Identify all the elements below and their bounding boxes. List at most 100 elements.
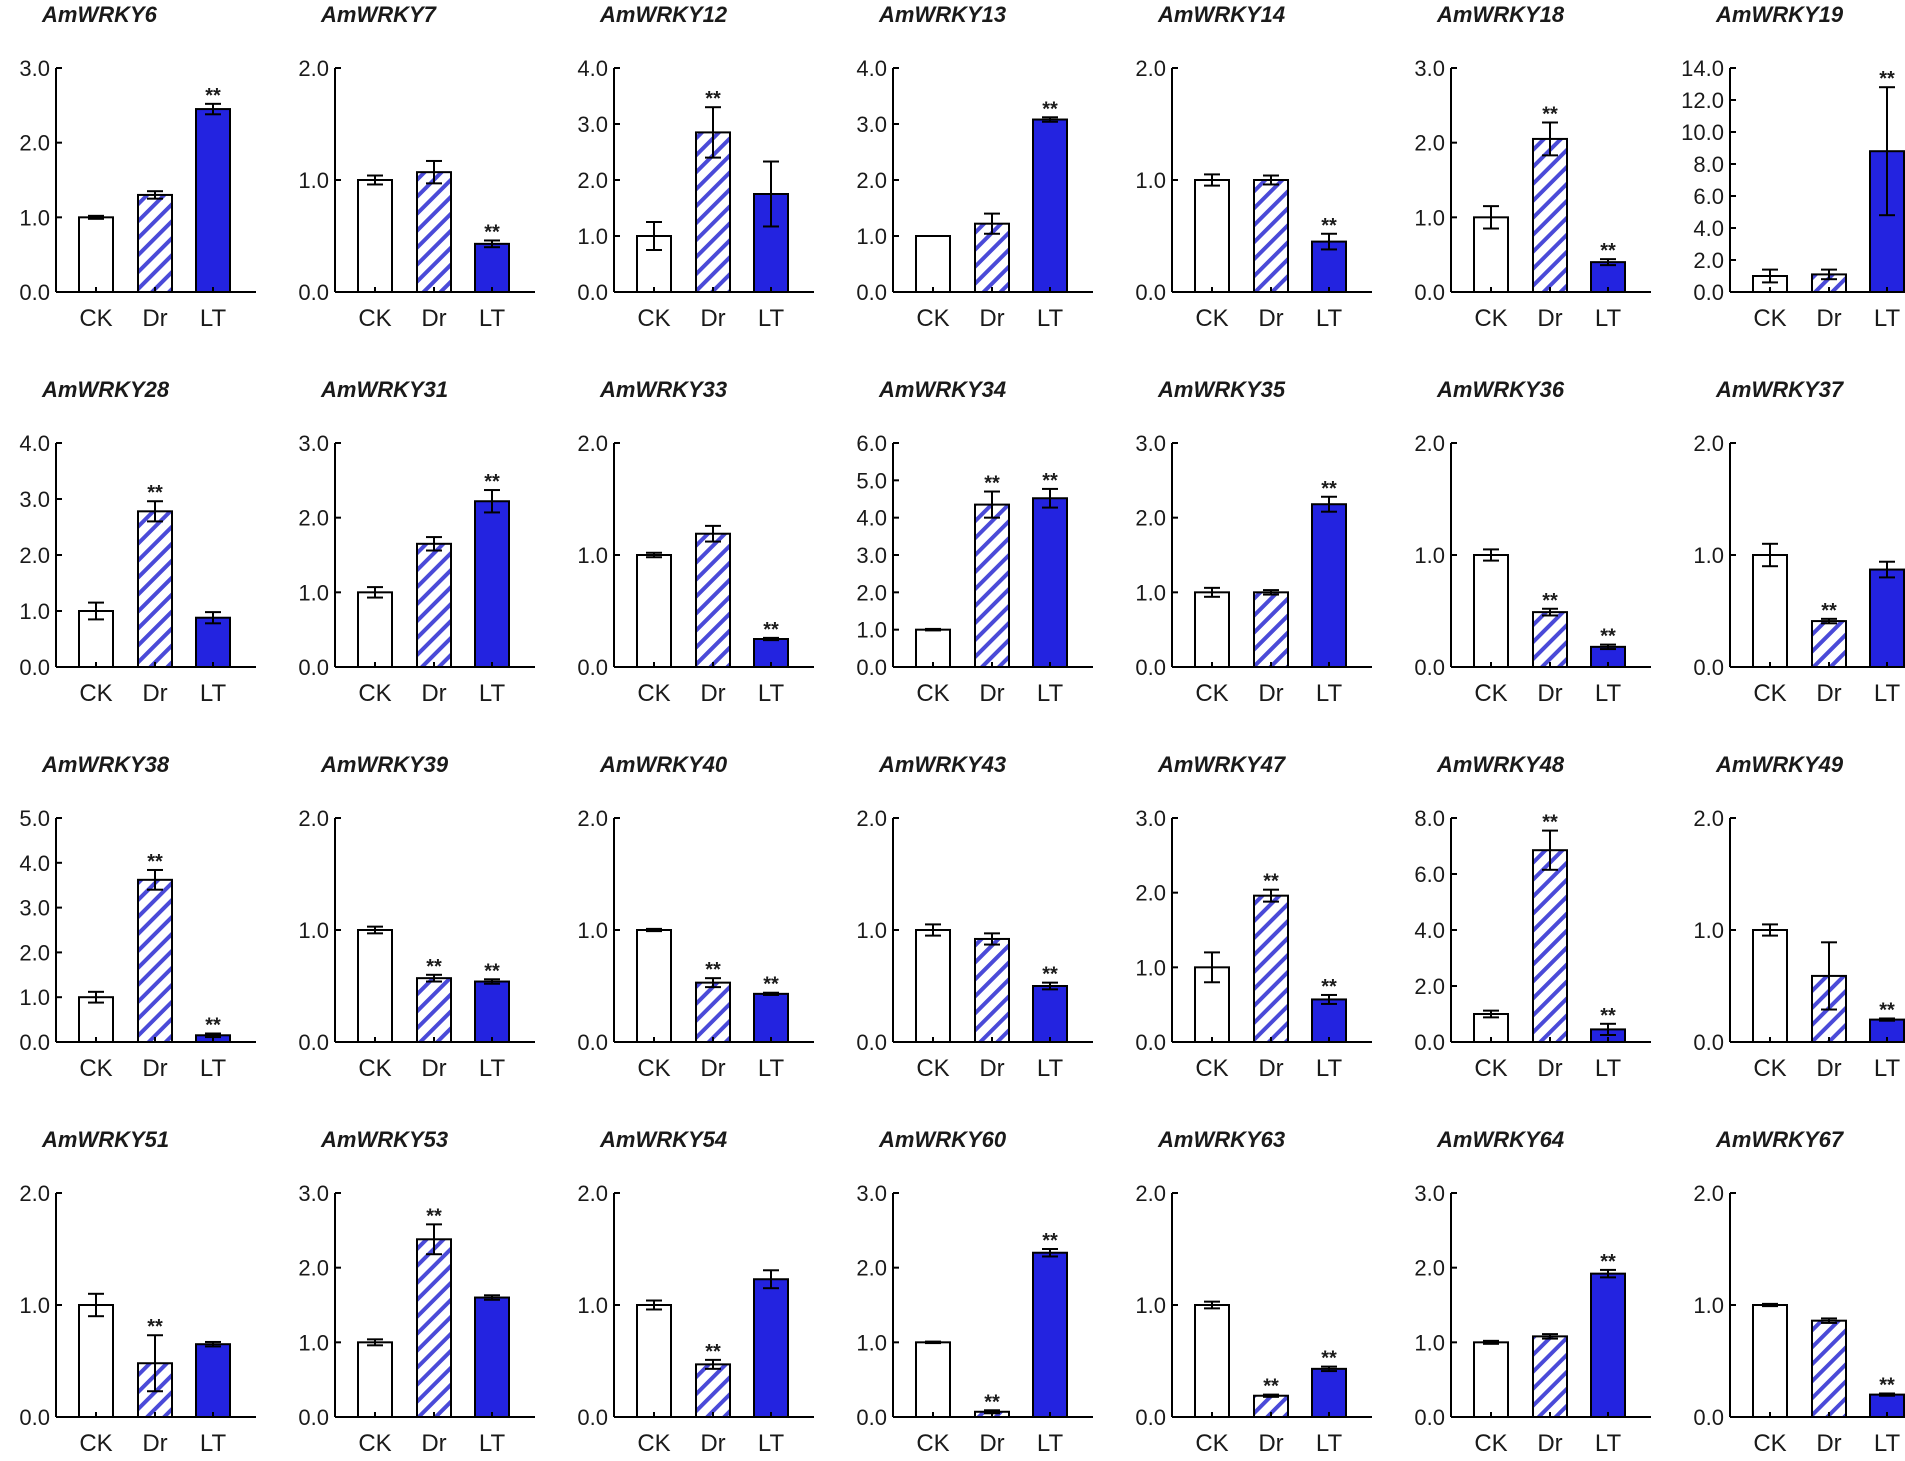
y-tick-label: 2.0 (577, 431, 608, 456)
y-tick-label: 8.0 (1693, 152, 1724, 177)
panel-amwrky63: AmWRKY63 0.0 1.0 2.0 CK ** Dr ** LT (1135, 1127, 1372, 1457)
panel-amwrky35: AmWRKY35 0.0 1.0 2.0 3.0 CK Dr ** LT (1135, 377, 1372, 707)
category-label: CK (79, 1055, 112, 1082)
y-tick-label: 0.0 (19, 280, 50, 305)
bar-lt (1032, 985, 1068, 1043)
y-tick-label: 1.0 (19, 985, 50, 1010)
category-label: LT (758, 305, 785, 332)
significance-label: ** (763, 974, 779, 996)
significance-label: ** (705, 88, 721, 110)
category-label: Dr (1537, 305, 1562, 332)
bar-ck (1194, 1304, 1230, 1418)
y-tick-label: 2.0 (577, 806, 608, 831)
y-tick-label: 1.0 (1693, 918, 1724, 943)
y-tick-label: 3.0 (1414, 56, 1445, 81)
significance-label: ** (984, 473, 1000, 495)
category-label: LT (1874, 1055, 1901, 1082)
y-tick-label: 4.0 (856, 56, 887, 81)
y-tick-label: 1.0 (298, 918, 329, 943)
category-label: CK (1195, 680, 1228, 707)
panel-title: AmWRKY49 (1715, 752, 1844, 777)
y-tick-label: 8.0 (1414, 806, 1445, 831)
panel-title: AmWRKY12 (599, 2, 728, 27)
bar-dr (137, 193, 173, 293)
y-tick-label: 2.0 (1135, 56, 1166, 81)
category-label: LT (479, 305, 506, 332)
y-tick-label: 1.0 (577, 543, 608, 568)
bar-lt (1590, 1272, 1626, 1419)
category-label: Dr (1258, 305, 1283, 332)
y-tick-label: 2.0 (19, 940, 50, 965)
category-label: Dr (1537, 1055, 1562, 1082)
y-tick-label: 2.0 (856, 580, 887, 605)
category-label: Dr (142, 680, 167, 707)
panel-title: AmWRKY64 (1436, 1127, 1564, 1152)
y-tick-label: 3.0 (856, 1181, 887, 1206)
y-tick-label: 3.0 (1135, 806, 1166, 831)
y-tick-label: 0.0 (298, 280, 329, 305)
significance-label: ** (484, 221, 500, 243)
bar-lt (474, 500, 510, 668)
category-label: Dr (700, 680, 725, 707)
y-tick-label: 3.0 (1414, 1181, 1445, 1206)
category-label: LT (200, 1430, 227, 1457)
y-tick-label: 6.0 (1414, 862, 1445, 887)
y-tick-label: 2.0 (1693, 248, 1724, 273)
category-label: Dr (1816, 1430, 1841, 1457)
bar-ck (915, 235, 951, 293)
significance-label: ** (1879, 999, 1895, 1021)
significance-label: ** (484, 471, 500, 493)
category-label: CK (358, 680, 391, 707)
panel-title: AmWRKY48 (1436, 752, 1565, 777)
category-label: Dr (979, 1055, 1004, 1082)
category-label: Dr (421, 1055, 446, 1082)
y-tick-label: 6.0 (1693, 184, 1724, 209)
category-label: CK (1195, 1055, 1228, 1082)
panel-amwrky7: AmWRKY7 0.0 1.0 2.0 CK Dr ** LT (298, 2, 535, 332)
category-label: Dr (979, 1430, 1004, 1457)
y-tick-label: 4.0 (577, 56, 608, 81)
panel-amwrky6: AmWRKY6 0.0 1.0 2.0 3.0 CK Dr ** LT (19, 2, 256, 332)
category-label: CK (1474, 1055, 1507, 1082)
category-label: CK (916, 305, 949, 332)
panel-amwrky36: AmWRKY36 0.0 1.0 2.0 CK ** Dr ** LT (1414, 377, 1651, 707)
category-label: LT (1874, 1430, 1901, 1457)
y-tick-label: 1.0 (856, 918, 887, 943)
bar-ck (915, 1341, 951, 1419)
significance-label: ** (1042, 470, 1058, 492)
panel-title: AmWRKY53 (320, 1127, 448, 1152)
category-label: Dr (979, 305, 1004, 332)
y-tick-label: 1.0 (298, 168, 329, 193)
bar-ck (1473, 1341, 1509, 1419)
category-label: Dr (142, 1055, 167, 1082)
category-label: LT (1037, 1430, 1064, 1457)
y-tick-label: 1.0 (577, 918, 608, 943)
panel-amwrky18: AmWRKY18 0.0 1.0 2.0 3.0 CK ** Dr ** LT (1414, 2, 1651, 332)
bar-ck (357, 591, 393, 668)
significance-label: ** (1263, 871, 1279, 893)
significance-label: ** (205, 1014, 221, 1036)
y-tick-label: 0.0 (1693, 655, 1724, 680)
panel-amwrky67: AmWRKY67 0.0 1.0 2.0 CK Dr ** LT (1693, 1127, 1905, 1457)
bar-dr (974, 503, 1010, 668)
bar-ck (78, 996, 114, 1044)
category-label: CK (1753, 1055, 1786, 1082)
bar-dr (695, 981, 731, 1044)
y-tick-label: 2.0 (298, 1256, 329, 1281)
y-tick-label: 1.0 (856, 224, 887, 249)
significance-label: ** (1600, 1251, 1616, 1273)
category-label: CK (1753, 680, 1786, 707)
y-tick-label: 2.0 (298, 506, 329, 531)
y-tick-label: 0.0 (1135, 1030, 1166, 1055)
y-tick-label: 4.0 (19, 431, 50, 456)
y-tick-label: 0.0 (19, 1405, 50, 1430)
y-tick-label: 2.0 (1693, 1181, 1724, 1206)
category-label: CK (637, 1055, 670, 1082)
panel-title: AmWRKY13 (878, 2, 1006, 27)
significance-label: ** (1042, 98, 1058, 120)
category-label: LT (1595, 1430, 1622, 1457)
y-tick-label: 0.0 (1693, 1405, 1724, 1430)
y-tick-label: 0.0 (577, 1405, 608, 1430)
significance-label: ** (1321, 215, 1337, 237)
bar-ck (1752, 929, 1788, 1043)
